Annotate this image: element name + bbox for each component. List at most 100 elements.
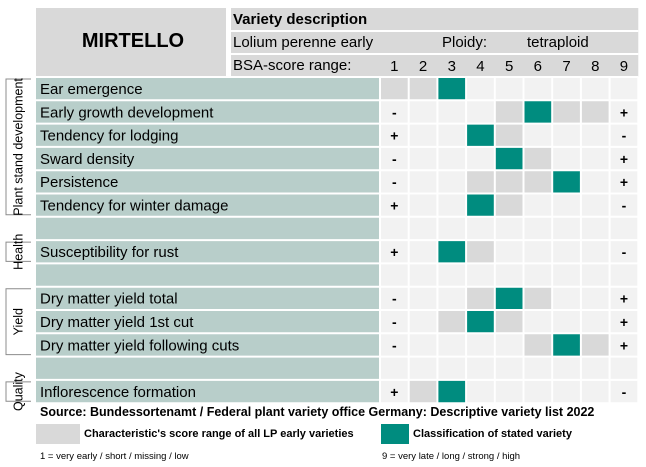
score-cell (408, 170, 438, 194)
score-cell (494, 356, 524, 380)
score-cell (408, 286, 438, 310)
score-cell (466, 77, 495, 101)
high-indicator: + (620, 104, 628, 120)
low-indicator: - (392, 104, 397, 120)
score-cell (408, 216, 438, 241)
score-cell (609, 356, 639, 380)
score-cell (580, 170, 610, 194)
score-cell (408, 146, 438, 171)
range-cell (494, 170, 524, 194)
score-cell (609, 146, 639, 171)
score-cell (580, 310, 610, 334)
score-cell (523, 77, 553, 101)
score-cell (466, 146, 495, 171)
score-cell (380, 310, 409, 334)
high-indicator: + (620, 151, 628, 167)
variety-score-mark (466, 193, 495, 217)
score-cell (523, 263, 553, 287)
high-indicator: - (622, 244, 627, 260)
scale-number: 3 (448, 58, 456, 75)
score-cell (609, 379, 639, 404)
score-cell (552, 263, 581, 287)
score-cell (609, 286, 639, 310)
score-cell (466, 356, 495, 380)
score-cell (580, 193, 610, 217)
row-label: Tendency for lodging (40, 128, 178, 145)
score-cell (408, 100, 438, 124)
row-label-cell (36, 77, 380, 101)
ploidy-value: tetraploid (527, 34, 589, 51)
score-cell (552, 310, 581, 334)
header-species-cell (230, 31, 639, 54)
legend-range-label: Characteristic's score range of all LP e… (84, 428, 354, 440)
group-label: Quality (11, 371, 25, 411)
species-label: Lolium perenne early (233, 34, 374, 51)
range-cell (523, 333, 553, 357)
row-label: Sward density (40, 151, 135, 168)
scale-number: 1 (390, 58, 398, 75)
row-label: Susceptibility for rust (40, 244, 179, 261)
range-cell (466, 286, 495, 310)
score-cell (609, 100, 639, 124)
low-indicator: - (392, 174, 397, 190)
score-cell (494, 263, 524, 287)
score-cell (408, 240, 438, 264)
score-cell (609, 216, 639, 241)
score-cell (494, 333, 524, 357)
range-cell (552, 100, 581, 124)
range-cell (580, 333, 610, 357)
row-label: Persistence (40, 174, 118, 191)
range-cell (466, 240, 495, 264)
score-cell (523, 216, 553, 241)
score-cell (609, 333, 639, 357)
variety-score-mark (552, 333, 581, 357)
score-cell (609, 123, 639, 147)
score-cell (580, 263, 610, 287)
high-indicator: + (620, 337, 628, 353)
group-bracket (5, 381, 31, 402)
header-title: Variety description (233, 11, 368, 28)
group-label: Yield (11, 308, 25, 335)
range-cell (523, 146, 553, 171)
score-cell (580, 240, 610, 264)
score-cell (466, 216, 495, 241)
score-cell (552, 77, 581, 101)
score-cell (494, 77, 524, 101)
score-cell (552, 123, 581, 147)
score-cell (466, 333, 495, 357)
ploidy-label: Ploidy: (442, 34, 488, 51)
score-cell (380, 356, 409, 380)
range-cell (494, 123, 524, 147)
score-cell (580, 216, 610, 241)
group-bracket (5, 288, 31, 356)
scale-number: 5 (505, 58, 513, 75)
scale-high-note: 9 = very late / long / strong / high (382, 451, 521, 462)
score-cell (437, 263, 467, 287)
score-cell (437, 193, 467, 217)
variety-score-mark (437, 240, 467, 264)
score-range-label: BSA-score range: (233, 57, 352, 74)
score-cell (609, 310, 639, 334)
score-cell (408, 263, 438, 287)
low-indicator: - (392, 151, 397, 167)
score-cell (609, 170, 639, 194)
score-cell (609, 77, 639, 101)
score-cell (580, 286, 610, 310)
row-label-cell (36, 123, 380, 147)
row-label: Early growth development (40, 104, 214, 121)
score-cell (380, 379, 409, 404)
score-cell (380, 193, 409, 217)
range-cell (437, 310, 467, 334)
score-cell (580, 356, 610, 380)
variety-score-mark (466, 310, 495, 334)
row-label-cell (36, 263, 380, 287)
score-cell (580, 146, 610, 171)
low-indicator: + (390, 384, 398, 400)
score-cell (380, 240, 409, 264)
range-cell (408, 77, 438, 101)
low-indicator: - (392, 314, 397, 330)
row-label-cell (36, 170, 380, 194)
variety-score-mark (552, 170, 581, 194)
row-label-cell (36, 193, 380, 217)
